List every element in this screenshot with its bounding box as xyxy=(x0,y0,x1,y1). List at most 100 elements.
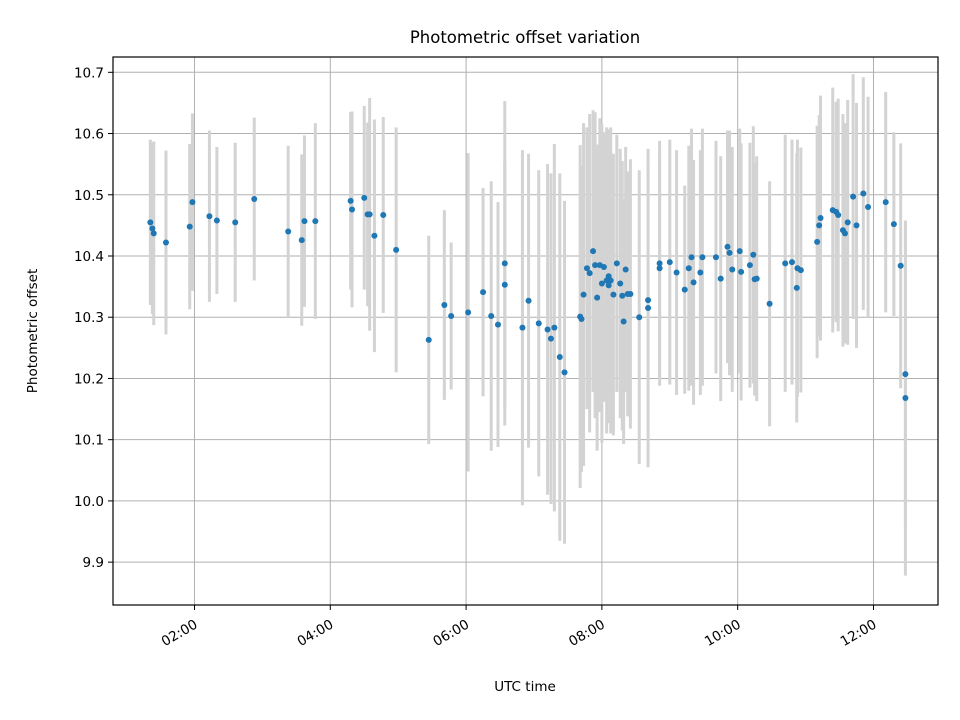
data-point xyxy=(656,260,663,267)
data-point xyxy=(789,259,796,266)
data-point xyxy=(636,314,643,321)
data-point xyxy=(865,204,872,211)
data-point xyxy=(361,194,368,201)
data-point xyxy=(150,230,157,237)
x-tick-label: 10:00 xyxy=(702,617,744,650)
data-point xyxy=(607,277,614,284)
data-point xyxy=(797,267,804,274)
data-point xyxy=(380,211,387,218)
data-point xyxy=(213,217,220,224)
y-axis-label: Photometric offset xyxy=(25,269,41,393)
data-point xyxy=(853,222,860,229)
data-point xyxy=(298,237,305,244)
data-point xyxy=(793,284,800,291)
y-axis-ticks: 9.9 10.0 10.1 10.2 10.3 10.4 10.5 10.6 10.7 xyxy=(74,65,113,571)
x-tick-label: 06:00 xyxy=(430,617,472,650)
data-point xyxy=(561,369,568,376)
y-tick-label: 10.2 xyxy=(74,371,104,387)
data-point xyxy=(746,262,753,269)
data-point xyxy=(189,199,196,206)
y-tick-label: 10.7 xyxy=(74,65,104,81)
data-points xyxy=(147,190,909,402)
data-point xyxy=(149,225,156,232)
data-point xyxy=(736,248,743,255)
x-tick-label: 12:00 xyxy=(838,617,880,650)
data-point xyxy=(480,289,487,296)
data-point xyxy=(750,251,757,258)
data-point xyxy=(598,280,605,287)
data-point xyxy=(645,305,652,312)
data-point xyxy=(882,199,889,206)
data-point xyxy=(501,260,508,267)
data-point xyxy=(162,239,169,246)
data-point xyxy=(393,246,400,253)
data-point xyxy=(583,265,590,272)
data-point xyxy=(844,219,851,226)
data-point xyxy=(724,243,731,250)
data-point xyxy=(666,259,673,266)
data-point xyxy=(622,266,629,273)
data-point xyxy=(782,260,789,267)
data-point xyxy=(850,193,857,200)
data-point xyxy=(817,215,824,222)
data-point xyxy=(600,264,607,271)
data-point xyxy=(729,266,736,273)
data-point xyxy=(814,238,821,245)
data-point xyxy=(690,279,697,286)
data-point xyxy=(902,395,909,402)
data-point xyxy=(285,228,292,235)
x-axis-ticks: 02:00 04:00 06:00 08:00 10:00 12:00 xyxy=(159,605,880,650)
data-point xyxy=(301,218,308,225)
data-point xyxy=(186,223,193,230)
data-point xyxy=(519,324,526,331)
data-point xyxy=(766,300,773,307)
data-point xyxy=(726,249,733,256)
data-point xyxy=(544,326,551,333)
data-point xyxy=(347,197,354,204)
data-point xyxy=(556,354,563,361)
data-point xyxy=(232,219,239,226)
data-point xyxy=(619,292,626,299)
data-point xyxy=(717,275,724,282)
data-point xyxy=(495,321,501,328)
data-point xyxy=(890,221,897,228)
x-tick-label: 02:00 xyxy=(159,617,201,650)
data-point xyxy=(738,268,745,275)
data-point xyxy=(620,318,627,325)
data-point xyxy=(605,282,612,289)
data-point xyxy=(697,269,704,276)
data-point xyxy=(617,280,624,287)
y-tick-label: 10.1 xyxy=(74,433,104,449)
chart-title: Photometric offset variation xyxy=(410,28,640,47)
y-tick-label: 10.4 xyxy=(74,249,104,265)
data-point xyxy=(656,265,663,272)
data-point xyxy=(753,275,760,282)
data-point xyxy=(592,262,599,269)
data-point xyxy=(699,254,706,261)
y-tick-label: 9.9 xyxy=(83,555,104,571)
data-point xyxy=(860,190,867,197)
data-point xyxy=(594,294,601,301)
x-axis-label: UTC time xyxy=(494,679,556,695)
y-tick-label: 10.6 xyxy=(74,127,104,143)
data-point xyxy=(586,270,593,277)
data-point xyxy=(535,320,542,327)
data-point xyxy=(841,230,848,237)
data-point xyxy=(251,196,258,203)
data-point xyxy=(448,312,455,319)
x-tick-label: 04:00 xyxy=(295,617,337,650)
data-point xyxy=(645,297,652,304)
data-point xyxy=(465,309,472,316)
data-point xyxy=(580,291,587,298)
data-point xyxy=(366,211,373,218)
data-point xyxy=(525,297,532,304)
data-point xyxy=(147,219,154,226)
plot-frame xyxy=(112,56,939,606)
data-point xyxy=(673,269,680,276)
data-point xyxy=(349,206,356,213)
data-point xyxy=(590,248,597,255)
data-point xyxy=(371,232,378,239)
data-point xyxy=(681,286,688,293)
data-point xyxy=(688,254,695,261)
